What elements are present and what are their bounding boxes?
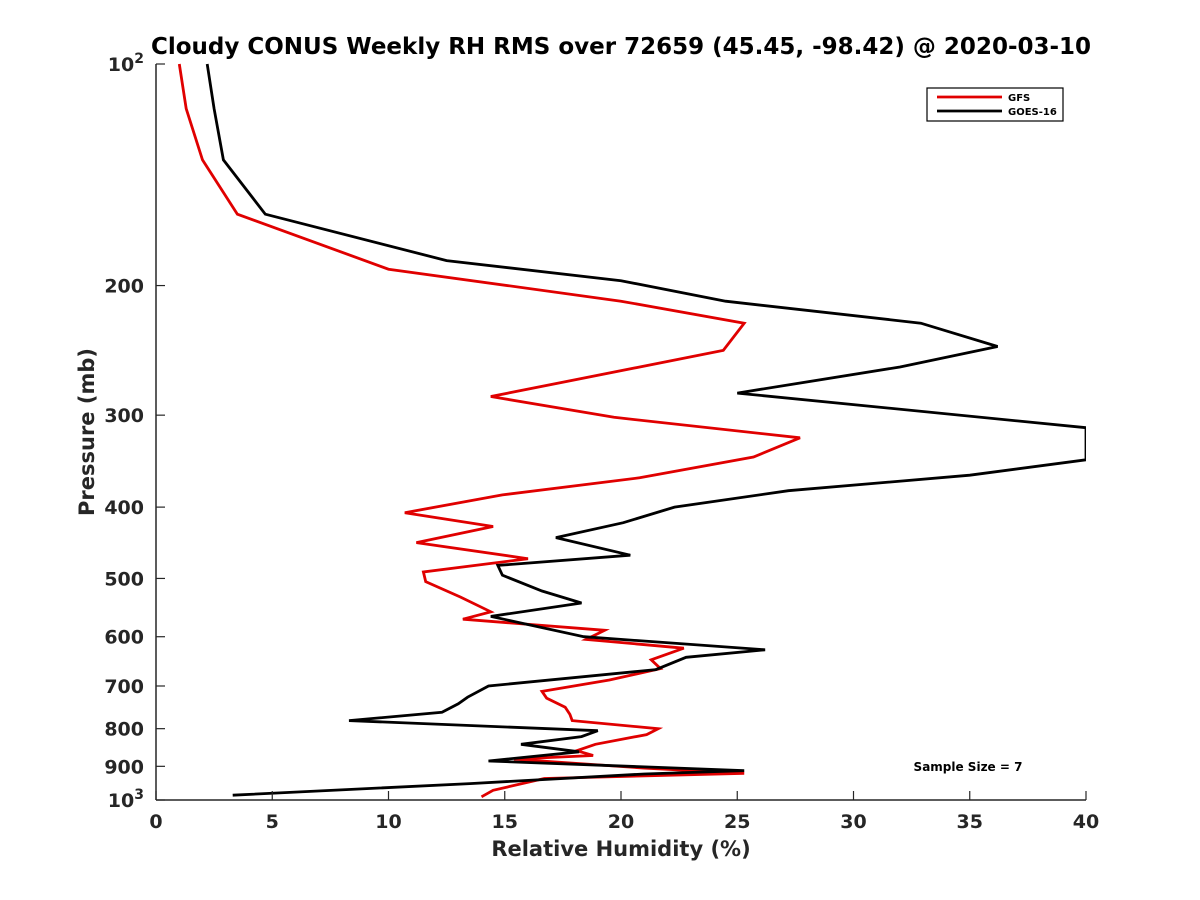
sample-size-annotation: Sample Size = 7: [914, 760, 1023, 774]
y-tick-base: 10: [108, 54, 134, 76]
legend-label: GOES-16: [1008, 107, 1057, 118]
legend-label: GFS: [1008, 93, 1030, 104]
plot-axes: [155, 64, 1086, 801]
y-tick-exponent: 2: [134, 51, 144, 67]
y-tick-label: 103: [108, 787, 144, 812]
y-tick-label: 800: [104, 719, 144, 741]
x-axis-ticks: 0 5 10 15 20 25 30 35 40: [149, 791, 1099, 833]
x-tick-label: 15: [492, 811, 518, 833]
series-line-goes-16: [205, 63, 1086, 797]
y-tick-label: 900: [104, 756, 144, 778]
y-tick-label: 700: [104, 676, 144, 698]
y-tick-label: 500: [104, 568, 144, 590]
y-tick-label: 600: [104, 627, 144, 649]
y-tick-label: 200: [104, 276, 144, 298]
series-layer: [177, 63, 1086, 799]
legend-box: [926, 87, 1064, 122]
series-line-gfs: [177, 63, 801, 799]
y-axis-label: Pressure (mb): [75, 348, 99, 516]
y-tick-label: 300: [104, 405, 144, 427]
x-tick-label: 10: [375, 811, 401, 833]
y-tick-label: 102: [108, 51, 144, 76]
x-tick-label: 35: [957, 811, 983, 833]
x-tick-label: 40: [1073, 811, 1099, 833]
x-tick-label: 5: [266, 811, 279, 833]
chart-title: Cloudy CONUS Weekly RH RMS over 72659 (4…: [151, 34, 1091, 60]
y-tick-label: 400: [104, 497, 144, 519]
y-tick-exponent: 3: [134, 787, 144, 803]
x-tick-label: 20: [608, 811, 634, 833]
x-tick-label: 0: [149, 811, 162, 833]
x-tick-label: 25: [724, 811, 750, 833]
x-axis-label: Relative Humidity (%): [491, 837, 750, 861]
x-tick-label: 30: [840, 811, 866, 833]
y-tick-base: 10: [108, 790, 134, 812]
legend: GFS GOES-16: [926, 87, 1064, 122]
